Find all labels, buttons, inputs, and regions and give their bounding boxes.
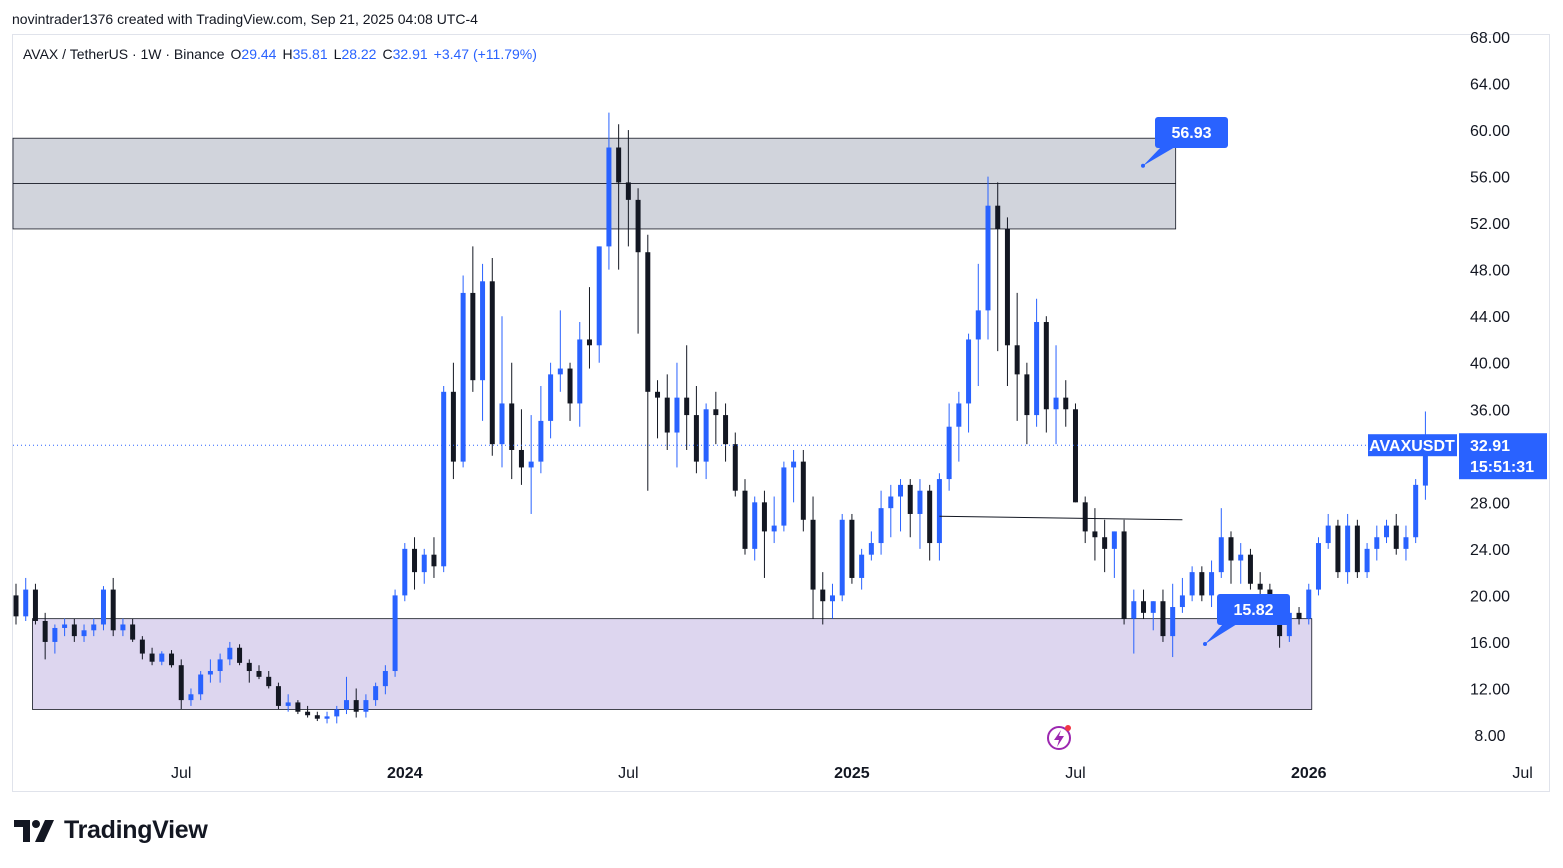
chart-frame[interactable] (12, 34, 1550, 792)
high-value: 35.81 (292, 46, 328, 62)
change-value: +3.47 (+11.79%) (433, 46, 537, 62)
close-label: C (382, 46, 393, 62)
brand-wordmark: TradingView (64, 816, 208, 844)
open-value: 29.44 (241, 46, 277, 62)
close-value: 32.91 (392, 46, 428, 62)
high-label: H (282, 46, 293, 62)
low-value: 28.22 (341, 46, 377, 62)
chart-credit: novintrader1376 created with TradingView… (12, 11, 478, 27)
low-label: L (333, 46, 342, 62)
tradingview-logo-icon (14, 819, 54, 842)
symbol-label[interactable]: AVAX / TetherUS · 1W · Binance (23, 46, 225, 62)
ohlc-legend: AVAX / TetherUS · 1W · Binance O29.44 H35.… (23, 46, 537, 62)
open-label: O (230, 46, 242, 62)
tradingview-logo[interactable]: TradingView (14, 816, 208, 845)
